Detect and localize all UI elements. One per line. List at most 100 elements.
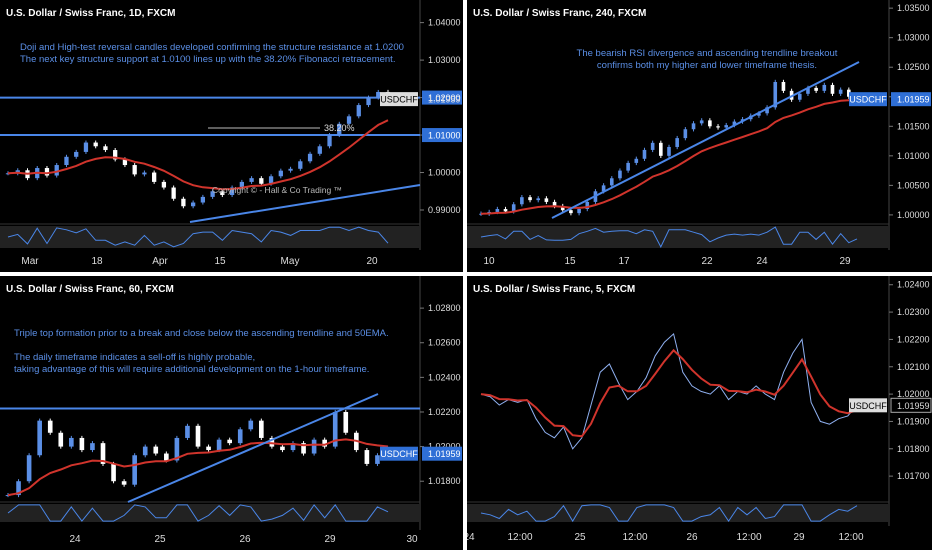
x-tick-label: Mar [21,256,39,267]
candle-body [577,209,581,214]
x-tick-label: 15 [564,256,576,267]
candle-body [311,439,317,454]
candle-body [822,84,827,91]
x-tick-label: 17 [618,256,630,267]
ema-line [480,348,858,438]
x-tick-label: 24 [756,256,768,267]
rsi-line [480,226,858,249]
candle-body [716,126,720,128]
y-tick-label: 1.03500 [897,3,930,13]
chart-annotation: Triple top formation prior to a break an… [14,328,389,339]
candle-body [69,437,74,447]
candle-body [64,156,69,166]
candle-body [278,170,283,177]
candle-body [5,173,11,175]
candle-body [659,142,663,156]
price-tag-label: 1.01959 [897,401,930,411]
x-tick-label: 29 [793,532,805,543]
fib-label: 38.20% [324,123,355,133]
chart-annotation: taking advantage of this will require ad… [14,364,369,375]
price-tag-label: 1.01959 [897,95,930,105]
candle-body [650,142,655,150]
price-tag [890,397,932,413]
candle-body [237,429,243,444]
chart-panel-1d[interactable]: 1.04000 1.03000 1.02000 1.01000 1.00000 0.990… [0,0,463,272]
x-tick-label: 12:00 [507,532,532,543]
candle-body [724,125,729,128]
x-tick-label: 30 [406,534,418,545]
candle-body [552,201,557,207]
chart-panel-240[interactable]: 1.035001.030001.025001.020001.015001.010… [467,0,932,272]
candle-body [181,198,186,207]
y-tick-label: 1.02200 [897,334,930,344]
candle-body [111,463,116,482]
candle-body [79,437,85,451]
y-tick-label: 1.02000 [428,442,461,452]
candle-body [152,172,157,182]
candle-body [229,187,235,196]
candle-body [691,123,696,130]
x-tick-label: 24 [467,532,475,543]
y-tick-label: 1.04000 [428,18,461,28]
candle-body [536,198,541,201]
candle-body [239,181,244,188]
candle-body [206,446,211,451]
price-tag-label: 1.01959 [428,95,461,105]
candle-body [54,165,59,176]
y-tick-label: 1.02600 [428,338,461,348]
candle-body [5,495,11,497]
candle-body [376,91,381,98]
y-tick-label: 1.01500 [897,121,930,131]
candle-body [259,420,264,438]
y-tick-label: 1.01700 [897,471,930,481]
rsi-line [7,226,389,248]
candle-body [773,81,778,108]
candle-body [210,191,215,197]
candle-body [200,196,206,203]
y-tick-label: 1.01000 [897,151,930,161]
x-tick-label: 26 [686,532,698,543]
candle-body [732,121,737,126]
symbol-tag [849,92,887,107]
symbol-tag [849,398,887,413]
candle-body [47,420,53,433]
candle-body [83,142,89,152]
candle-body [280,446,285,451]
candle-body [288,168,293,171]
chart-panel-60[interactable]: 1.02800 1.02600 1.02400 1.02200 1.02000 1.018… [0,276,463,550]
chart-panel-5[interactable]: 1.02400 1.02300 1.02200 1.02100 1.02000 1.019… [467,276,932,550]
chart-annotation: Doji and High-test reversal candles deve… [20,42,404,53]
candle-body [375,455,380,464]
candle-body [307,153,313,162]
candle-body [174,437,180,461]
y-tick-label: 1.02000 [897,389,930,399]
candle-body [16,481,21,496]
candle-body [699,120,704,124]
trendline [189,184,421,223]
x-tick-label: 20 [366,256,378,267]
candle-body [544,198,549,202]
y-tick-label: 0.99000 [428,205,461,215]
rsi-band [467,226,889,248]
candle-body [708,120,712,127]
y-tick-label: 1.00500 [897,180,930,190]
rsi-band [0,504,420,522]
price-tag-label: 1.01000 [428,131,461,141]
ema-line [7,438,389,497]
chart-240-svg: 1.035001.030001.025001.020001.015001.010… [467,0,931,267]
candle-body [356,105,361,117]
price-tag [891,92,931,107]
y-tick-label: 1.02800 [428,303,461,313]
candle-body [122,159,128,166]
x-tick-label: 15 [214,256,226,267]
candle-body [290,443,296,451]
candle-body [153,446,159,454]
chart-title: U.S. Dollar / Swiss Franc, 240, FXCM [473,8,646,19]
rsi-line [480,504,858,523]
candle-body [364,450,370,464]
rsi-line [7,504,389,522]
x-tick-label: 18 [91,256,103,267]
x-tick-label: 24 [69,534,81,545]
x-tick-label: 22 [701,256,713,267]
candle-body [618,170,622,179]
